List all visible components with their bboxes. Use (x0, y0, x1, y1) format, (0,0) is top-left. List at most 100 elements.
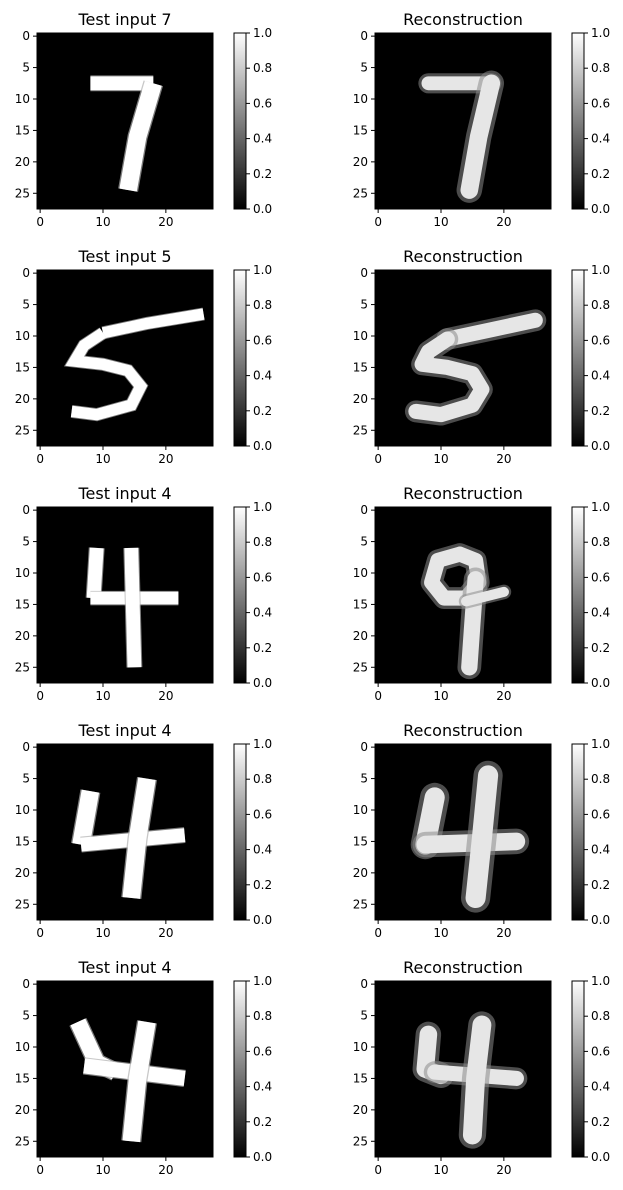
y-tick-label: 15 (15, 123, 30, 137)
colorbar-tick-label: 0.8 (591, 772, 610, 786)
y-tick-label: 10 (15, 803, 30, 817)
y-tick-label: 25 (15, 1134, 30, 1148)
x-tick-label: 20 (496, 215, 511, 229)
digit-stroke (424, 546, 487, 606)
digit-image-4 (410, 760, 530, 913)
x-tick-label: 0 (374, 689, 382, 703)
colorbar-tick-label: 1.0 (253, 263, 272, 277)
colorbar-tick-label: 0.6 (253, 333, 272, 347)
x-tick-label: 0 (374, 215, 382, 229)
colorbar-tick-label: 0.0 (591, 439, 610, 453)
y-tick-label: 0 (360, 503, 368, 517)
y-tick-label: 15 (353, 123, 368, 137)
axes-frame (374, 269, 552, 447)
image-background (375, 270, 551, 446)
axes-frame (36, 743, 214, 921)
colorbar-tick-label: 1.0 (591, 26, 610, 40)
y-tick-label: 25 (15, 186, 30, 200)
colorbar-tick-label: 0.8 (591, 535, 610, 549)
colorbar-tick-label: 0.0 (591, 202, 610, 216)
y-tick-label: 5 (22, 61, 30, 75)
panel-title: Reconstruction (403, 247, 523, 266)
panel-title: Test input 7 (77, 10, 171, 29)
colorbar-tick-label: 0.2 (591, 167, 610, 181)
colorbar-tick-label: 1.0 (253, 26, 272, 40)
y-tick-label: 15 (15, 1071, 30, 1085)
colorbar-tick-label: 0.4 (591, 843, 610, 857)
colorbar-tick-label: 0.0 (253, 676, 272, 690)
axes-frame (374, 743, 552, 921)
y-tick-label: 20 (15, 392, 30, 406)
digit-stroke (124, 547, 142, 668)
colorbar (571, 980, 585, 1158)
x-tick-label: 0 (36, 452, 44, 466)
axes-frame (374, 506, 552, 684)
y-tick-label: 5 (22, 1009, 30, 1023)
y-tick-label: 5 (360, 1009, 368, 1023)
colorbar-tick-label: 1.0 (591, 263, 610, 277)
x-tick-label: 0 (36, 926, 44, 940)
digit-stroke (465, 765, 499, 909)
y-tick-label: 25 (353, 423, 368, 437)
y-tick-label: 5 (360, 772, 368, 786)
colorbar-tick-label: 0.4 (591, 606, 610, 620)
x-tick-label: 20 (158, 215, 173, 229)
y-tick-label: 10 (15, 1040, 30, 1054)
colorbar-tick-label: 0.0 (253, 202, 272, 216)
y-tick-label: 10 (353, 92, 368, 106)
x-tick-label: 20 (496, 452, 511, 466)
panel-title: Reconstruction (403, 10, 523, 29)
y-tick-label: 20 (15, 1103, 30, 1117)
colorbar-tick-label: 0.2 (253, 167, 272, 181)
y-tick-label: 0 (360, 977, 368, 991)
colorbar-tick-label: 0.4 (253, 369, 272, 383)
y-tick-label: 10 (353, 803, 368, 817)
axes-frame (374, 32, 552, 210)
panel-4: Reconstruction 0 10 20 0 5 10 15 20 25 0.0 0.2 0.4 0.… (353, 247, 610, 466)
colorbar (233, 980, 247, 1158)
y-tick-label: 10 (15, 92, 30, 106)
colorbar-tick-label: 0.6 (253, 96, 272, 110)
colorbar-tick-label: 0.6 (253, 570, 272, 584)
colorbar-tick-label: 0.0 (591, 913, 610, 927)
x-tick-label: 0 (374, 926, 382, 940)
digit-image-5 (404, 309, 547, 426)
y-tick-label: 15 (15, 834, 30, 848)
y-tick-label: 0 (360, 29, 368, 43)
digit-stroke (408, 331, 490, 423)
panel-title: Reconstruction (403, 958, 523, 977)
y-tick-label: 25 (353, 660, 368, 674)
y-tick-label: 20 (353, 155, 368, 169)
axes-frame (36, 32, 214, 210)
panel-8: Reconstruction 0 10 20 0 5 10 15 20 25 0.0 0.2 0.4 0.… (353, 721, 610, 940)
x-tick-label: 0 (36, 215, 44, 229)
digit-stroke (461, 586, 509, 607)
digit-image-4 (69, 1017, 186, 1143)
x-tick-label: 10 (95, 926, 110, 940)
digit-image-4 (85, 547, 179, 668)
colorbar-tick-label: 0.2 (591, 1115, 610, 1129)
y-tick-label: 25 (15, 660, 30, 674)
colorbar-tick-label: 0.6 (591, 570, 610, 584)
digit-stroke (72, 789, 100, 847)
y-tick-label: 5 (22, 298, 30, 312)
axes-frame (374, 980, 552, 1158)
digit-stroke (122, 1020, 156, 1143)
panel-6: Reconstruction 0 10 20 0 5 10 15 20 25 0.0 0.2 0.4 0.… (353, 484, 610, 703)
digit-image-4 (71, 777, 186, 900)
y-tick-label: 25 (15, 897, 30, 911)
colorbar-tick-label: 0.4 (591, 369, 610, 383)
x-tick-label: 10 (433, 1163, 448, 1177)
x-tick-label: 0 (374, 452, 382, 466)
colorbar-tick-label: 0.0 (591, 676, 610, 690)
y-tick-label: 0 (22, 29, 30, 43)
panel-7: Test input 4 0 10 20 0 5 10 15 20 25 0.0 0.2 0.4 0.6 0… (15, 721, 272, 940)
colorbar-tick-label: 0.6 (591, 807, 610, 821)
panel-title: Test input 4 (77, 721, 171, 740)
y-tick-label: 0 (360, 266, 368, 280)
panel-title: Reconstruction (403, 484, 523, 503)
y-tick-label: 0 (22, 740, 30, 754)
colorbar (233, 269, 247, 447)
colorbar-tick-label: 1.0 (253, 737, 272, 751)
colorbar-tick-label: 0.2 (253, 641, 272, 655)
